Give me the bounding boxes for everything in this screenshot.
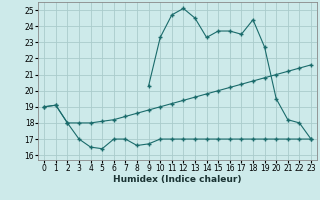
X-axis label: Humidex (Indice chaleur): Humidex (Indice chaleur) <box>113 175 242 184</box>
